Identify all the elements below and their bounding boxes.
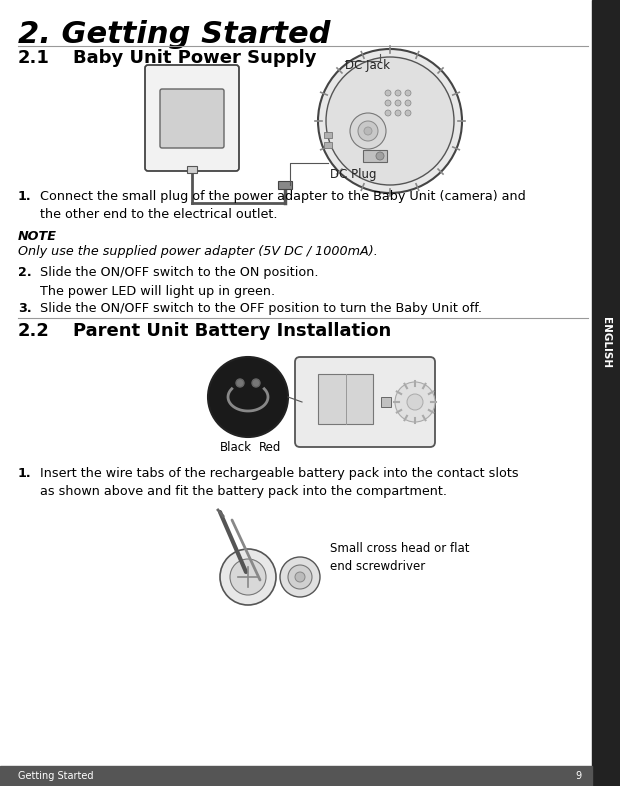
Circle shape xyxy=(385,100,391,106)
Circle shape xyxy=(405,110,411,116)
Text: 2.1: 2.1 xyxy=(18,49,50,67)
Text: Getting Started: Getting Started xyxy=(18,771,94,781)
Circle shape xyxy=(208,357,288,437)
Bar xyxy=(324,132,332,138)
Circle shape xyxy=(395,90,401,96)
Bar xyxy=(0,766,592,786)
Text: ENGLISH: ENGLISH xyxy=(601,318,611,369)
Text: Connect the small plug of the power adapter to the Baby Unit (camera) and
the ot: Connect the small plug of the power adap… xyxy=(40,190,526,222)
Circle shape xyxy=(350,113,386,149)
Bar xyxy=(324,142,332,148)
Bar xyxy=(363,150,387,162)
Bar xyxy=(278,181,292,189)
FancyBboxPatch shape xyxy=(295,357,435,447)
Circle shape xyxy=(252,379,260,387)
Circle shape xyxy=(295,572,305,582)
Circle shape xyxy=(318,49,462,193)
Circle shape xyxy=(405,90,411,96)
Circle shape xyxy=(220,549,276,605)
Text: 1.: 1. xyxy=(18,190,32,203)
Text: Small cross head or flat
end screwdriver: Small cross head or flat end screwdriver xyxy=(330,542,469,573)
Circle shape xyxy=(280,557,320,597)
Text: Only use the supplied power adapter (5V DC / 1000mA).: Only use the supplied power adapter (5V … xyxy=(18,245,378,258)
FancyBboxPatch shape xyxy=(160,89,224,148)
Circle shape xyxy=(385,110,391,116)
Text: Slide the ON/OFF switch to the OFF position to turn the Baby Unit off.: Slide the ON/OFF switch to the OFF posit… xyxy=(40,302,482,315)
Text: DC Plug: DC Plug xyxy=(330,168,376,181)
Circle shape xyxy=(407,394,423,410)
Text: 2.: 2. xyxy=(18,266,32,279)
Circle shape xyxy=(288,565,312,589)
Bar xyxy=(318,374,373,424)
Text: Insert the wire tabs of the rechargeable battery pack into the contact slots
as : Insert the wire tabs of the rechargeable… xyxy=(40,467,518,498)
Circle shape xyxy=(395,382,435,422)
Text: Slide the ON/OFF switch to the ON position.
The power LED will light up in green: Slide the ON/OFF switch to the ON positi… xyxy=(40,266,319,297)
Text: Red: Red xyxy=(259,441,281,454)
Text: NOTE: NOTE xyxy=(18,230,57,243)
Text: 2. Getting Started: 2. Getting Started xyxy=(18,20,330,49)
Circle shape xyxy=(364,127,372,135)
Bar xyxy=(592,0,620,786)
Text: DC Jack: DC Jack xyxy=(345,59,390,72)
Circle shape xyxy=(230,559,266,595)
Text: 2.2: 2.2 xyxy=(18,322,50,340)
FancyBboxPatch shape xyxy=(145,65,239,171)
Circle shape xyxy=(236,379,244,387)
Text: 3.: 3. xyxy=(18,302,32,315)
Circle shape xyxy=(358,121,378,141)
Circle shape xyxy=(376,152,384,160)
Bar xyxy=(187,166,197,173)
Text: Black: Black xyxy=(220,441,252,454)
Text: Parent Unit Battery Installation: Parent Unit Battery Installation xyxy=(73,322,391,340)
Circle shape xyxy=(395,100,401,106)
Circle shape xyxy=(405,100,411,106)
Circle shape xyxy=(326,57,454,185)
Text: 9: 9 xyxy=(576,771,582,781)
Bar xyxy=(381,397,391,407)
Text: Baby Unit Power Supply: Baby Unit Power Supply xyxy=(73,49,316,67)
Circle shape xyxy=(395,110,401,116)
Circle shape xyxy=(385,90,391,96)
Text: 1.: 1. xyxy=(18,467,32,480)
